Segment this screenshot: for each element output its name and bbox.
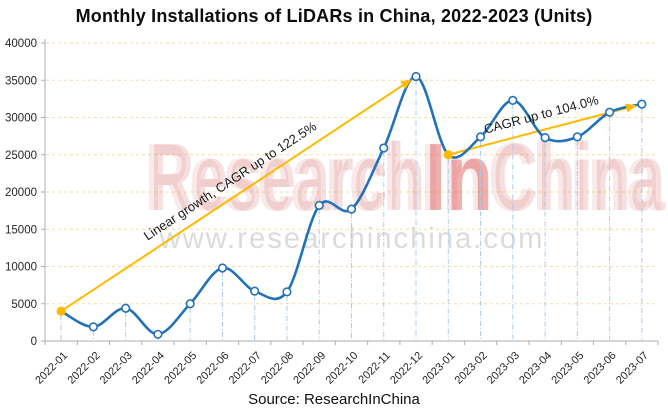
data-point-marker — [346, 204, 357, 214]
data-point-marker — [540, 133, 550, 143]
data-point-marker — [217, 263, 228, 273]
chart-title: Monthly Installations of LiDARs in China… — [75, 6, 593, 26]
x-tick-label: 2023-07 — [614, 350, 651, 387]
x-tick-label: 2022-07 — [227, 350, 264, 387]
axes — [41, 39, 659, 345]
data-point-marker — [314, 200, 324, 211]
watermark-brand-suffix: China — [493, 124, 665, 231]
data-point-marker-highlight — [443, 150, 453, 160]
y-tick-label: 25000 — [5, 150, 37, 162]
x-tick-label: 2022-10 — [324, 350, 361, 387]
x-tick-label: 2022-01 — [33, 350, 70, 387]
y-tick-label: 0 — [31, 336, 37, 348]
x-tick-label: 2022-06 — [195, 350, 232, 387]
data-point-marker — [250, 286, 260, 296]
data-point-marker — [572, 132, 582, 142]
x-tick-label: 2023-05 — [549, 350, 586, 387]
data-point-marker — [153, 329, 163, 339]
data-point-marker-highlight — [56, 306, 66, 316]
x-tick-label: 2022-08 — [259, 350, 296, 387]
drop-lines — [60, 80, 643, 340]
data-point-marker — [637, 99, 647, 109]
y-tick-label: 20000 — [5, 187, 37, 199]
x-tick-label: 2023-04 — [517, 350, 554, 387]
y-tick-label: 5000 — [11, 299, 37, 311]
watermark: ResearchResearchInInChinaChinawww.resear… — [145, 124, 665, 255]
watermark-brand-prefix: Research — [150, 124, 425, 231]
trend-arrowhead-0 — [400, 79, 412, 90]
x-tick-label: 2022-12 — [388, 350, 425, 387]
watermark-url: www.researchinchina.com — [159, 222, 545, 255]
y-tick-label: 15000 — [5, 224, 37, 236]
x-tick-label: 2023-06 — [582, 350, 619, 387]
x-tick-label: 2022-02 — [65, 350, 102, 387]
data-point-marker — [508, 95, 518, 105]
watermark-brand-suffix-shadow: China — [488, 124, 660, 231]
y-tick-label: 10000 — [5, 262, 37, 274]
x-tick-label: 2022-03 — [98, 350, 135, 387]
x-tick-label: 2023-02 — [453, 350, 490, 387]
trend-line-0 — [60, 82, 406, 313]
y-tick-label: 40000 — [5, 38, 37, 50]
chart-source-label: Source: ResearchInChina — [248, 391, 420, 408]
data-point-marker — [475, 132, 486, 142]
data-point-marker — [605, 107, 615, 117]
data-point-marker — [379, 143, 389, 153]
data-point-marker — [185, 299, 195, 309]
watermark-brand-mid: In — [425, 124, 493, 231]
x-tick-label: 2022-11 — [356, 350, 392, 386]
x-tick-label: 2022-05 — [162, 350, 199, 387]
data-point-marker — [88, 322, 98, 332]
x-tick-label: 2022-09 — [291, 350, 328, 387]
x-tick-label: 2023-03 — [485, 350, 522, 387]
data-point-marker — [121, 303, 131, 313]
y-tick-label: 30000 — [5, 113, 37, 125]
x-tick-label: 2023-01 — [420, 350, 457, 387]
y-axis-labels: 0 5000 10000 15000 20000 25000 30000 35000 40000 — [5, 38, 37, 348]
data-point-marker — [411, 71, 421, 82]
x-tick-label: 2022-04 — [130, 350, 167, 387]
y-tick-label: 35000 — [5, 75, 37, 87]
data-point-marker — [282, 287, 292, 297]
trend-arrowhead-1 — [625, 103, 638, 113]
watermark-brand-prefix-shadow: Research — [145, 124, 420, 231]
x-axis-labels: 2022-012022-022022-032022-042022-052022-… — [33, 350, 651, 387]
data-point-markers — [56, 71, 647, 339]
